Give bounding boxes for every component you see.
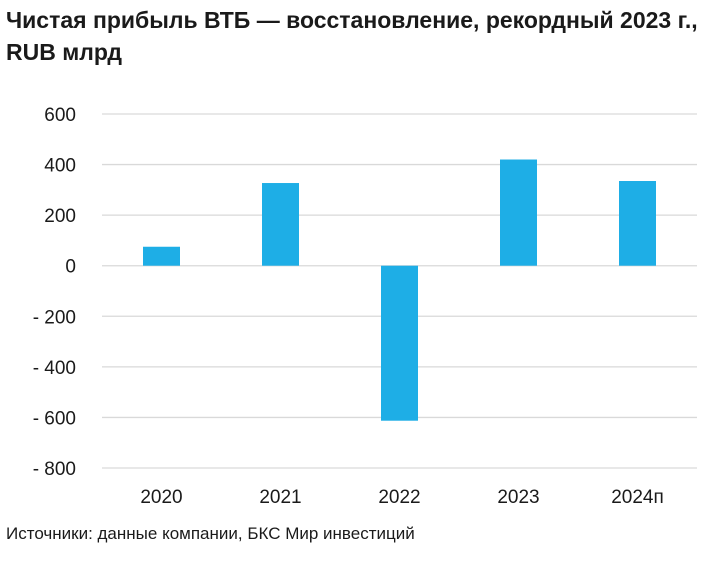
x-category-label: 2020	[140, 487, 182, 508]
x-axis-category-labels: 2020 2021 2022 2023 2024п	[140, 487, 663, 508]
source-note: Источники: данные компании, БКС Мир инве…	[6, 524, 415, 543]
x-category-label: 2022	[378, 487, 420, 508]
bar-2020	[143, 246, 180, 266]
x-category-label: 2023	[497, 487, 539, 508]
y-axis-tick-labels: 600 400 200 0 - 200 - 400 - 600 - 800	[33, 105, 76, 480]
chart-title: Чистая прибыль ВТБ — восстановление, рек…	[6, 7, 698, 65]
bars	[143, 159, 656, 421]
bar-2022	[381, 265, 418, 421]
y-tick-label: 600	[44, 105, 76, 126]
y-tick-label: - 200	[33, 307, 76, 328]
x-category-label: 2021	[259, 487, 301, 508]
x-category-label: 2024п	[611, 487, 664, 508]
bar-2021	[262, 183, 299, 266]
y-tick-label: 200	[44, 206, 76, 227]
y-tick-label: 0	[65, 257, 76, 278]
y-tick-label: 400	[44, 156, 76, 177]
bar-2023	[500, 159, 537, 266]
y-tick-label: - 800	[33, 459, 76, 480]
y-tick-label: - 400	[33, 358, 76, 379]
y-tick-label: - 600	[33, 408, 76, 429]
bar-2024п	[619, 181, 656, 266]
